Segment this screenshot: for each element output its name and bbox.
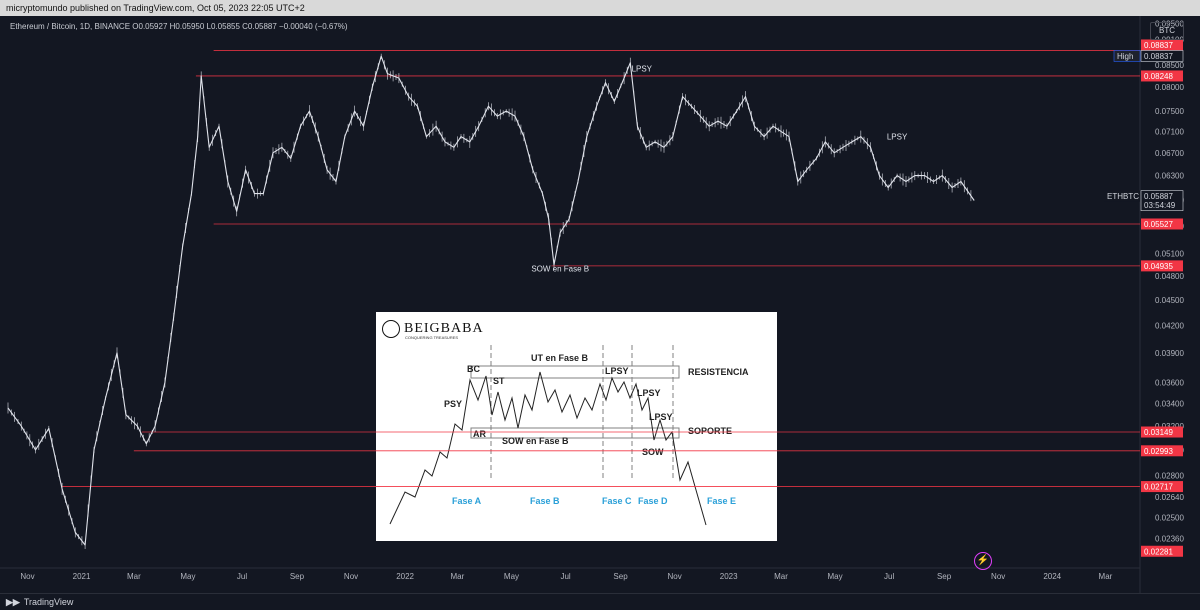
price-label-text: 0.03149 xyxy=(1144,428,1173,437)
y-tick-label[interactable]: 0.02800 xyxy=(1155,471,1184,480)
price-label-box xyxy=(1141,481,1183,493)
y-tick-label[interactable]: 0.05100 xyxy=(1155,250,1184,259)
price-label-text: 0.02717 xyxy=(1144,483,1173,492)
y-tick-label[interactable]: 0.09500 xyxy=(1155,20,1184,29)
y-tick-label[interactable]: 0.08000 xyxy=(1155,83,1184,92)
x-tick-label[interactable]: Nov xyxy=(667,572,681,581)
price-label-text: 0.02281 xyxy=(1144,547,1173,556)
x-tick-label[interactable]: Mar xyxy=(774,572,788,581)
y-tick-label[interactable]: 0.08500 xyxy=(1155,61,1184,70)
price-label-box xyxy=(1141,426,1183,438)
wyckoff-inset xyxy=(376,312,777,541)
x-tick-label[interactable]: 2021 xyxy=(73,572,91,581)
price-label-text: 0.08837 xyxy=(1144,41,1173,50)
x-tick-label[interactable]: Nov xyxy=(20,572,34,581)
x-tick-label[interactable]: Jul xyxy=(884,572,894,581)
footer-bar: ▶▶ TradingView xyxy=(0,593,1200,610)
price-label-box xyxy=(1140,50,1184,62)
x-tick-label[interactable]: Sep xyxy=(937,572,952,581)
price-label-text: 0.02993 xyxy=(1144,447,1173,456)
price-label-box xyxy=(1141,445,1183,457)
price-label-box xyxy=(1140,190,1184,211)
price-tag-box xyxy=(1104,190,1140,202)
symbol-legend: Ethereum / Bitcoin, 1D, BINANCE O0.05927… xyxy=(10,22,348,31)
price-label-text: 0.05527 xyxy=(1144,220,1173,229)
y-tick-label[interactable]: 0.02640 xyxy=(1155,493,1184,502)
x-tick-label[interactable]: May xyxy=(827,572,842,581)
price-label-box xyxy=(1141,39,1183,51)
y-tick-label[interactable]: 0.03600 xyxy=(1155,379,1184,388)
price-label-box xyxy=(1141,260,1183,272)
currency-button[interactable]: BTC xyxy=(1150,22,1184,40)
y-tick-label[interactable]: 0.03900 xyxy=(1155,349,1184,358)
x-tick-label[interactable]: Mar xyxy=(127,572,141,581)
y-tick-label[interactable]: 0.07500 xyxy=(1155,107,1184,116)
x-tick-label[interactable]: 2023 xyxy=(720,572,738,581)
price-tag-text: ETHBTC xyxy=(1107,192,1139,201)
y-tick-label[interactable]: 0.06300 xyxy=(1155,172,1184,181)
beigbaba-logo-icon xyxy=(382,320,400,338)
x-tick-label[interactable]: 2022 xyxy=(396,572,414,581)
x-tick-label[interactable]: Jul xyxy=(560,572,570,581)
price-label-box xyxy=(1141,70,1183,82)
price-label-text: 0.05887 xyxy=(1144,192,1173,201)
countdown-text: 03:54:49 xyxy=(1144,201,1176,210)
x-tick-label[interactable]: Nov xyxy=(991,572,1005,581)
x-tick-label[interactable]: May xyxy=(504,572,519,581)
x-tick-label[interactable]: Sep xyxy=(290,572,305,581)
price-label-text: 0.08837 xyxy=(1144,52,1173,61)
y-tick-label[interactable]: 0.04800 xyxy=(1155,272,1184,281)
inset-logo-text: BEIGBABA xyxy=(404,321,484,336)
y-tick-label[interactable]: 0.07100 xyxy=(1155,127,1184,136)
inset-logo-sub: CONQUERING TREASURES xyxy=(405,335,459,340)
price-label-text: 0.04935 xyxy=(1144,262,1173,271)
price-chart[interactable]: 0.095000.091000.085000.080000.075000.071… xyxy=(0,0,1200,593)
x-tick-label[interactable]: Nov xyxy=(344,572,358,581)
price-label-box xyxy=(1141,218,1183,230)
y-tick-label[interactable]: 0.02500 xyxy=(1155,513,1184,522)
chart-annotation: SOW en Fase B xyxy=(531,265,589,274)
x-tick-label[interactable]: Sep xyxy=(613,572,628,581)
chart-annotation: LPSY xyxy=(632,64,653,73)
lightning-icon[interactable]: ⚡ xyxy=(974,552,992,570)
x-tick-label[interactable]: May xyxy=(180,572,195,581)
chart-annotation: LPSY xyxy=(887,132,908,141)
tradingview-logo-icon: ▶▶ xyxy=(6,597,20,607)
price-label-box xyxy=(1141,545,1183,557)
x-tick-label[interactable]: 2024 xyxy=(1043,572,1061,581)
price-wicks xyxy=(7,53,972,549)
x-tick-label[interactable]: Mar xyxy=(451,572,465,581)
x-tick-label[interactable]: Jul xyxy=(237,572,247,581)
publish-bar: micryptomundo published on TradingView.c… xyxy=(0,0,1200,16)
y-tick-label[interactable]: 0.03400 xyxy=(1155,400,1184,409)
price-tag-text: High xyxy=(1117,52,1133,61)
x-tick-label[interactable]: Mar xyxy=(1099,572,1113,581)
y-tick-label[interactable]: 0.06700 xyxy=(1155,149,1184,158)
price-label-text: 0.08248 xyxy=(1144,72,1173,81)
publish-text: micryptomundo published on TradingView.c… xyxy=(6,3,305,13)
y-tick-label[interactable]: 0.02360 xyxy=(1155,535,1184,544)
y-tick-label[interactable]: 0.04200 xyxy=(1155,322,1184,331)
y-tick-label[interactable]: 0.04500 xyxy=(1155,296,1184,305)
footer-brand: TradingView xyxy=(23,597,74,607)
price-tag-box xyxy=(1113,50,1141,62)
